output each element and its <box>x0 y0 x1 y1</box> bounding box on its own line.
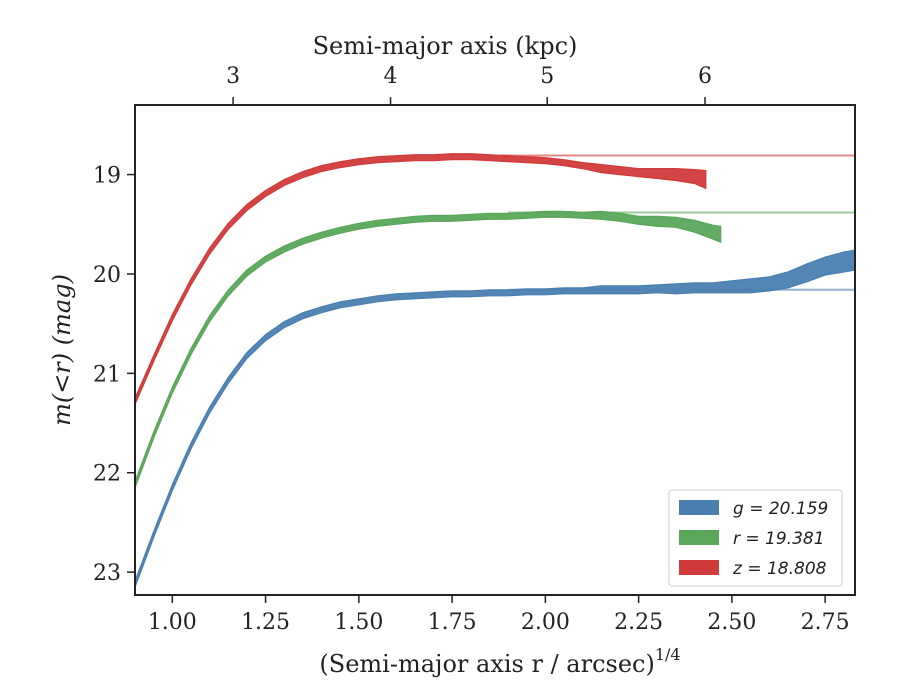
x-axis-title-text: (Semi-major axis r / arcsec) <box>319 650 654 678</box>
top-tick-label: 3 <box>226 64 240 89</box>
x-axis-title: (Semi-major axis r / arcsec)1/4 <box>319 645 680 678</box>
series-band-r <box>135 210 722 488</box>
y-axis-ticks: 19 20 21 22 23 <box>93 164 135 586</box>
legend-swatch-g <box>679 500 719 515</box>
x-axis-title-exponent: 1/4 <box>655 645 681 664</box>
x-tick-label: 2.25 <box>614 610 663 635</box>
top-axis-ticks: 3 4 5 6 <box>226 64 712 105</box>
x-axis-ticks: 1.00 1.25 1.50 1.75 2.00 2.25 2.50 2.75 <box>148 595 850 635</box>
y-tick-label: 22 <box>93 462 121 487</box>
series-band-z <box>135 153 707 405</box>
top-tick-label: 4 <box>384 64 398 89</box>
series-bands <box>135 153 855 588</box>
x-tick-label: 2.00 <box>521 610 570 635</box>
x-tick-label: 1.50 <box>334 610 383 635</box>
legend: g = 20.159 r = 19.381 z = 18.808 <box>668 489 843 587</box>
legend-label-r: r = 19.381 <box>733 529 825 549</box>
top-tick-label: 6 <box>698 64 712 89</box>
plot-frame <box>134 104 856 596</box>
y-tick-label: 19 <box>93 164 121 189</box>
top-axis-title: Semi-major axis (kpc) <box>313 32 578 60</box>
legend-swatch-z <box>679 560 719 575</box>
x-tick-label: 1.75 <box>428 610 477 635</box>
x-tick-label: 2.75 <box>801 610 850 635</box>
x-tick-label: 2.50 <box>707 610 756 635</box>
series-band-g <box>135 249 855 588</box>
legend-label-z: z = 18.808 <box>732 559 827 579</box>
legend-label-g: g = 20.159 <box>733 499 828 519</box>
y-axis-title: m(<r) (mag) <box>48 274 76 426</box>
x-tick-label: 1.00 <box>148 610 197 635</box>
y-tick-label: 20 <box>93 263 121 288</box>
y-tick-label: 21 <box>93 362 121 387</box>
top-tick-label: 5 <box>540 64 554 89</box>
legend-swatch-r <box>679 530 719 545</box>
y-tick-label: 23 <box>93 561 121 586</box>
x-tick-label: 1.25 <box>241 610 290 635</box>
